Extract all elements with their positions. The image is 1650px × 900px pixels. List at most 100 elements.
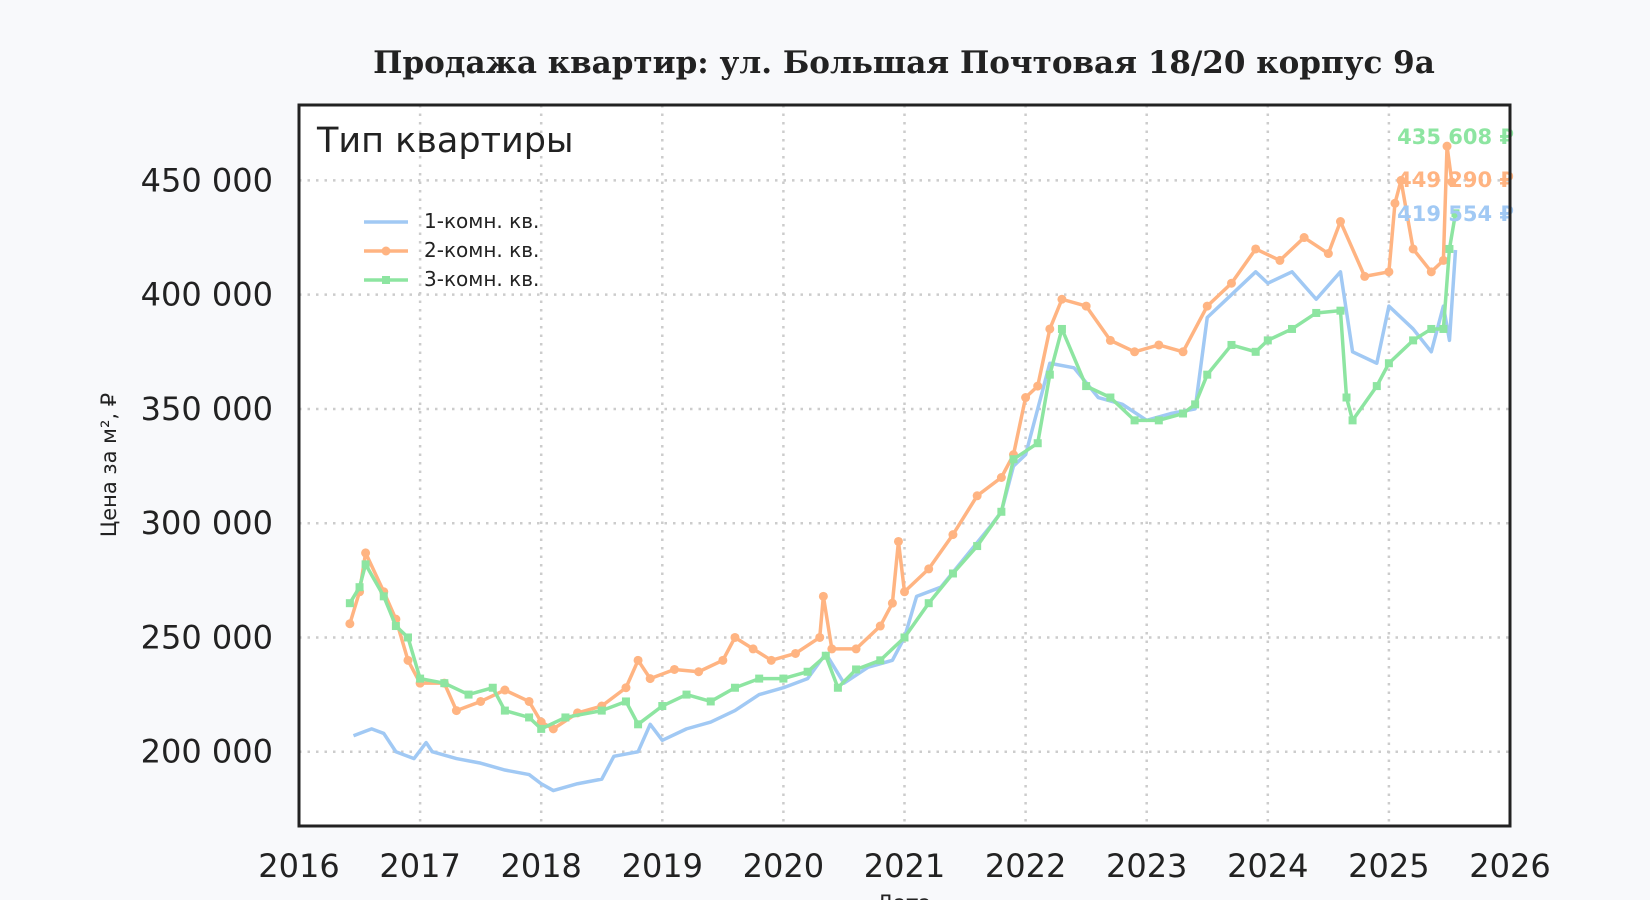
data-point (833, 683, 842, 692)
data-point (464, 690, 473, 699)
data-point (658, 702, 667, 711)
x-ticks: 2016 2017 2018 2019 2020 2021 2022 2023 2024 2025… (258, 847, 1550, 885)
data-point (451, 706, 461, 716)
data-point (1203, 370, 1212, 379)
series-lines (345, 141, 1460, 793)
data-point (524, 696, 534, 706)
data-point (1105, 335, 1115, 345)
data-point (500, 685, 510, 695)
data-point (1154, 416, 1163, 425)
data-point (827, 644, 837, 654)
data-point (621, 683, 631, 693)
x-tick-label: 2021 (864, 847, 945, 885)
data-point (972, 491, 982, 501)
data-point (1179, 409, 1188, 418)
data-point (996, 472, 1006, 482)
data-point (875, 621, 885, 631)
data-point (1439, 324, 1448, 333)
data-point (1396, 175, 1406, 185)
data-point (1360, 271, 1370, 281)
data-point (621, 697, 630, 706)
y-tick-label: 350 000 (141, 390, 273, 428)
y-tick-label: 400 000 (141, 276, 273, 314)
data-point (748, 644, 758, 654)
data-point (361, 560, 370, 569)
data-point (1336, 306, 1345, 315)
x-tick-label: 2019 (622, 847, 703, 885)
data-point (561, 713, 570, 722)
data-point (730, 632, 740, 642)
data-point (694, 667, 704, 677)
data-point (1427, 324, 1436, 333)
data-point (1409, 336, 1418, 345)
data-point (488, 683, 497, 692)
x-tick-label: 2018 (500, 847, 581, 885)
data-point (821, 651, 830, 660)
data-point (682, 690, 691, 699)
x-tick-label: 2024 (1227, 847, 1308, 885)
data-point (1033, 439, 1042, 448)
data-point (1057, 294, 1067, 304)
data-point (1033, 381, 1043, 391)
data-point (634, 720, 643, 729)
data-point (1342, 393, 1351, 402)
data-point (1226, 278, 1236, 288)
plot-border (297, 103, 1512, 828)
data-point (403, 633, 412, 642)
y-ticks: 200 000 250 000 300 000 350 000 400 000 450 0… (141, 161, 273, 770)
legend-item-label: 3-комн. кв. (424, 267, 539, 291)
x-axis-label: Дата (877, 891, 931, 900)
data-point (818, 591, 828, 601)
data-point (1202, 301, 1212, 311)
x-tick-label: 2023 (1106, 847, 1187, 885)
data-point (706, 697, 715, 706)
data-point (900, 587, 909, 597)
data-point (1251, 244, 1261, 254)
legend: Тип квартиры 1-комн. кв. 2-комн. кв. 3-ком… (316, 121, 574, 291)
y-tick-label: 200 000 (141, 733, 273, 771)
data-point (893, 536, 903, 546)
data-point (718, 655, 728, 665)
data-point (791, 648, 801, 658)
data-point (1312, 308, 1321, 317)
data-point (345, 619, 355, 629)
legend-marker (381, 246, 391, 256)
y-tick-label: 300 000 (141, 504, 273, 542)
data-point (1263, 336, 1272, 345)
end-value-label: 435 608 ₽ (1397, 125, 1514, 149)
data-point (1438, 255, 1448, 265)
series-3 (345, 209, 1460, 733)
data-point (1130, 416, 1139, 425)
data-point (669, 664, 679, 674)
data-point (1451, 209, 1460, 218)
end-labels: 419 554 ₽ 449 290 ₽ 435 608 ₽ (1397, 125, 1514, 226)
legend-title: Тип квартиры (316, 121, 574, 161)
data-point (500, 706, 509, 715)
data-point (1408, 244, 1418, 254)
data-point (548, 724, 558, 734)
x-tick-label: 2020 (743, 847, 824, 885)
data-point (1130, 347, 1140, 357)
data-point (815, 632, 825, 642)
x-tick-label: 2016 (258, 847, 339, 885)
end-value-label: 419 554 ₽ (1397, 202, 1514, 226)
data-point (416, 674, 425, 683)
data-point (1178, 347, 1188, 357)
data-point (633, 655, 643, 665)
data-point (851, 644, 861, 654)
legend-item-label: 2-комн. кв. (424, 238, 539, 262)
data-point (1106, 393, 1115, 402)
chart-title: Продажа квартир: ул. Большая Почтовая 18… (373, 45, 1435, 81)
data-point (1288, 324, 1297, 333)
data-point (1299, 233, 1309, 243)
data-point (1275, 255, 1285, 265)
data-point (361, 548, 371, 558)
data-point (900, 633, 909, 642)
data-point (1384, 267, 1394, 277)
data-point (440, 679, 449, 688)
data-point (1323, 249, 1333, 259)
data-point (1348, 416, 1357, 425)
data-point (1057, 324, 1066, 333)
x-tick-label: 2017 (379, 847, 460, 885)
